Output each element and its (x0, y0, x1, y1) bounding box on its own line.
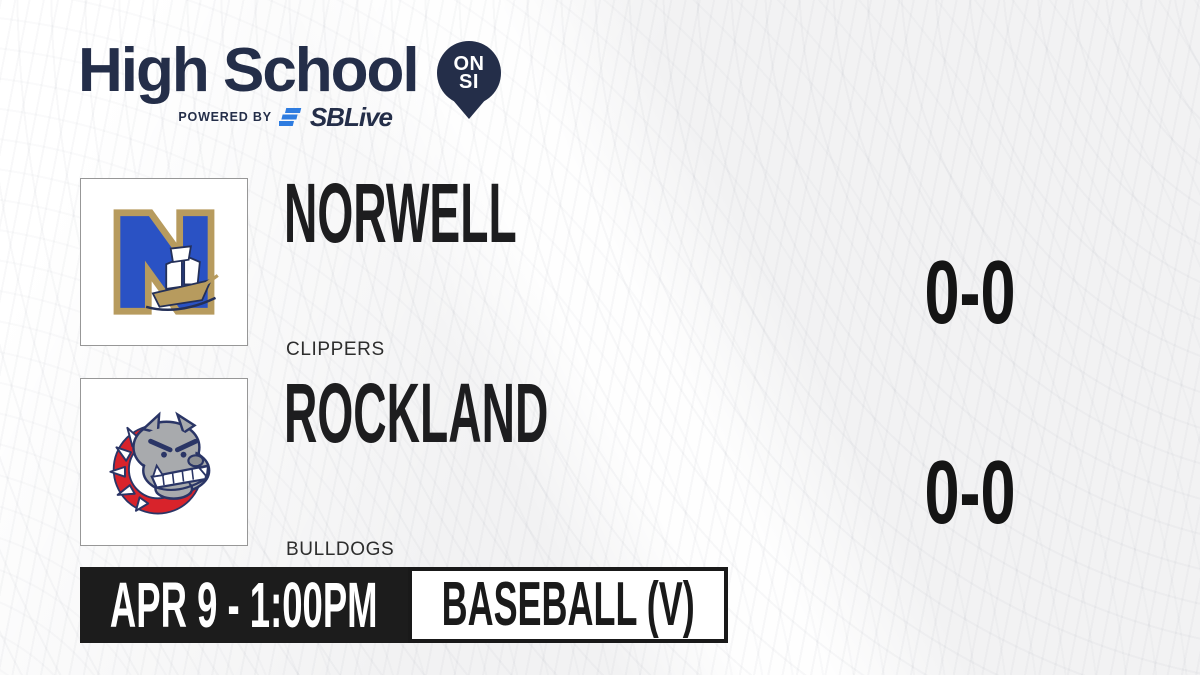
team2-record: 0-0 (924, 443, 1016, 543)
team1-logo-box (80, 178, 248, 346)
on-si-pin-icon: ON SI (437, 41, 501, 105)
team2-logo-box (80, 378, 248, 546)
team2-mascot: BULLDOGS (286, 539, 395, 560)
team2-name: ROCKLAND (284, 366, 549, 460)
team1-name: NORWELL (284, 166, 517, 260)
game-datetime: APR 9 - 1:00PM (110, 569, 378, 641)
sblive-icon (278, 108, 302, 126)
pin-text-si: SI (459, 71, 479, 93)
rockland-bulldog-head-logo (109, 411, 211, 515)
norwell-n-clipper-ship-logo (113, 209, 219, 315)
team1-mascot: CLIPPERS (286, 339, 385, 360)
powered-by-label: POWERED BY (178, 110, 272, 124)
high-school-logo-text: High School (78, 36, 420, 105)
team-row-norwell: NORWELL CLIPPERS 0-0 (0, 171, 1200, 378)
team1-record: 0-0 (924, 243, 1016, 343)
game-datetime-box: APR 9 - 1:00PM (80, 567, 408, 643)
team-row-rockland: ROCKLAND BULLDOGS 0-0 (0, 371, 1200, 578)
powered-by-row: POWERED BY SBLive (80, 101, 393, 132)
game-event: BASEBALL (V) (441, 570, 695, 639)
sblive-wordmark: SBLive (309, 101, 393, 132)
game-event-box: BASEBALL (V) (408, 567, 728, 643)
pin-text-on: ON (453, 52, 485, 75)
